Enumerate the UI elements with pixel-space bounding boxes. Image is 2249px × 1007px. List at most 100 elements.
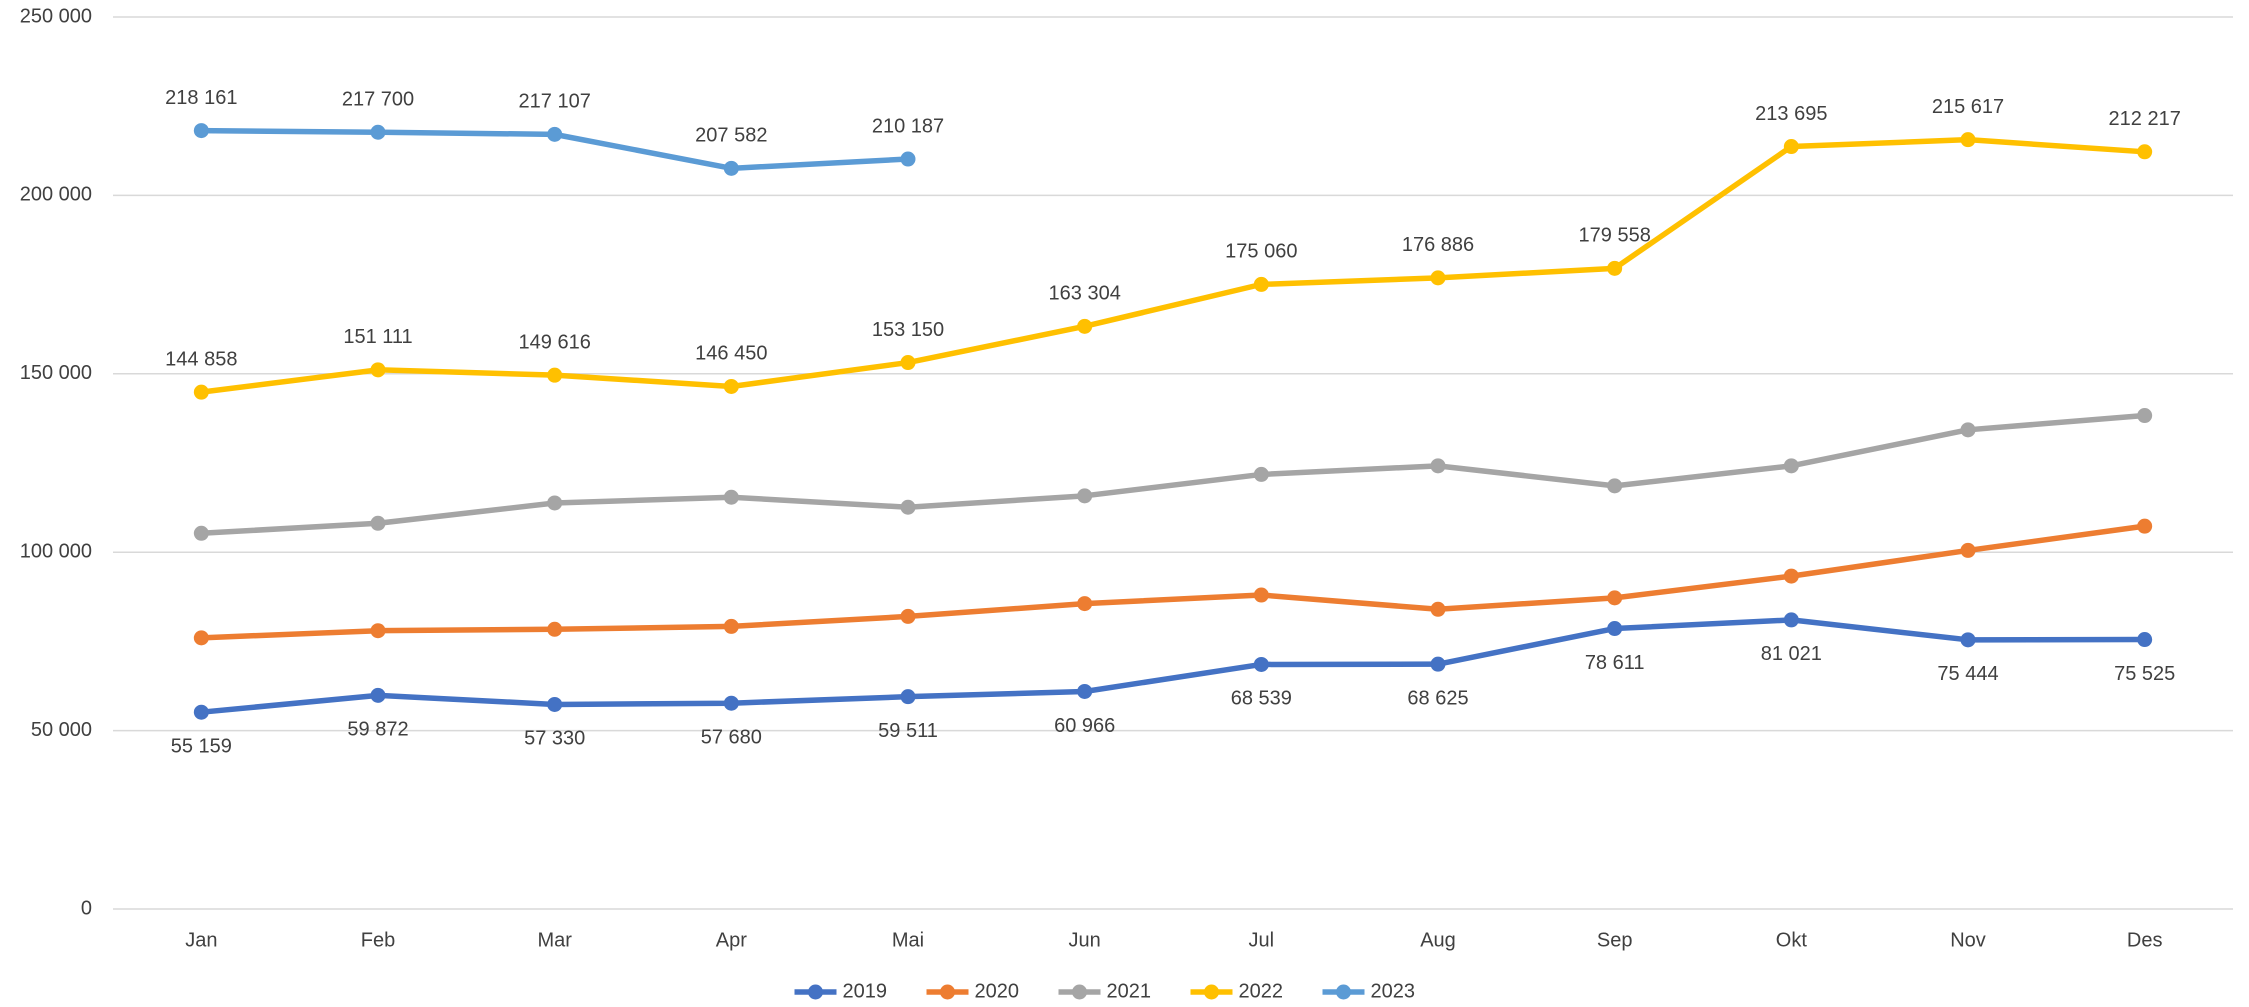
data-label: 75 444 [1937, 663, 1998, 685]
data-point [2137, 408, 2153, 424]
data-point [2137, 144, 2153, 160]
y-tick-label: 0 [81, 897, 92, 919]
y-tick-label: 250 000 [20, 5, 92, 27]
data-point [370, 515, 386, 531]
data-label: 217 700 [342, 89, 414, 111]
data-point [193, 123, 209, 139]
y-tick-label: 200 000 [20, 184, 92, 206]
y-tick-label: 100 000 [20, 540, 92, 562]
data-label: 78 611 [1585, 652, 1645, 674]
data-point [1253, 276, 1269, 292]
data-point [193, 525, 209, 541]
data-point [193, 384, 209, 400]
data-point [1077, 683, 1093, 699]
data-label: 210 187 [872, 115, 944, 137]
series-line [198, 617, 2148, 715]
legend-label: 2019 [843, 980, 888, 1002]
x-tick-label: Jun [1069, 929, 1101, 951]
data-point [547, 126, 563, 142]
x-tick-label: Des [2127, 929, 2163, 951]
legend-label: 2020 [975, 980, 1020, 1002]
data-label: 55 159 [171, 735, 232, 757]
data-point [1960, 422, 1976, 438]
series-line [198, 523, 2148, 641]
data-point [547, 696, 563, 712]
data-label: 60 966 [1054, 715, 1115, 737]
data-label: 218 161 [165, 87, 237, 109]
series-line [198, 412, 2148, 537]
series-line [198, 136, 2148, 395]
data-label: 163 304 [1049, 283, 1121, 305]
data-label: 207 582 [695, 125, 767, 147]
data-point [1607, 590, 1623, 606]
data-point [370, 362, 386, 378]
data-point [1430, 601, 1446, 617]
data-point [193, 630, 209, 646]
data-label: 57 680 [701, 726, 762, 748]
data-point [1960, 632, 1976, 648]
data-point [370, 124, 386, 140]
x-tick-label: Feb [361, 929, 395, 951]
data-point [723, 160, 739, 176]
data-label: 57 330 [524, 728, 585, 750]
data-point [547, 495, 563, 511]
data-point [900, 355, 916, 371]
data-point [1960, 542, 1976, 558]
data-point [723, 618, 739, 634]
data-point [1077, 318, 1093, 334]
data-point [547, 367, 563, 383]
data-label: 179 558 [1579, 225, 1651, 247]
data-label: 153 150 [872, 319, 944, 341]
legend-label: 2021 [1107, 980, 1152, 1002]
data-point [1430, 270, 1446, 286]
data-point [1253, 587, 1269, 603]
data-point [1960, 132, 1976, 148]
data-label: 144 858 [165, 348, 237, 370]
data-label: 151 111 [343, 326, 412, 348]
data-point [900, 151, 916, 167]
data-point [1430, 458, 1446, 474]
data-point [1253, 656, 1269, 672]
x-tick-label: Aug [1420, 929, 1456, 951]
data-label: 68 539 [1231, 688, 1292, 710]
data-point [1783, 568, 1799, 584]
data-point [547, 621, 563, 637]
data-point [2137, 518, 2153, 534]
data-label: 149 616 [519, 331, 591, 353]
x-tick-label: Jul [1249, 929, 1275, 951]
data-label: 176 886 [1402, 234, 1474, 256]
x-tick-label: Apr [716, 929, 747, 951]
data-label: 59 872 [347, 719, 408, 741]
data-label: 146 450 [695, 343, 767, 365]
data-point [1607, 260, 1623, 276]
data-point [370, 687, 386, 703]
legend-marker [1336, 984, 1351, 1000]
data-point [193, 704, 209, 720]
data-label: 215 617 [1932, 96, 2004, 118]
data-point [1077, 596, 1093, 612]
data-point [1430, 656, 1446, 672]
data-label: 217 107 [519, 91, 591, 113]
y-tick-label: 50 000 [31, 719, 92, 741]
data-point [1607, 478, 1623, 494]
legend-label: 2022 [1239, 980, 1284, 1002]
data-label: 212 217 [2109, 108, 2181, 130]
data-point [900, 689, 916, 705]
data-point [723, 378, 739, 394]
data-label: 175 060 [1225, 241, 1297, 263]
x-tick-label: Sep [1597, 929, 1633, 951]
x-tick-label: Jan [185, 929, 217, 951]
x-tick-label: Okt [1776, 929, 1808, 951]
data-label: 68 625 [1407, 687, 1468, 709]
legend-label: 2023 [1371, 980, 1416, 1002]
legend-marker [1204, 984, 1219, 1000]
data-label: 213 695 [1755, 103, 1827, 125]
data-point [900, 499, 916, 515]
data-point [1253, 466, 1269, 482]
data-point [1783, 139, 1799, 155]
data-point [1077, 488, 1093, 504]
data-point [1783, 458, 1799, 474]
data-point [723, 489, 739, 505]
data-label: 75 525 [2114, 663, 2175, 685]
